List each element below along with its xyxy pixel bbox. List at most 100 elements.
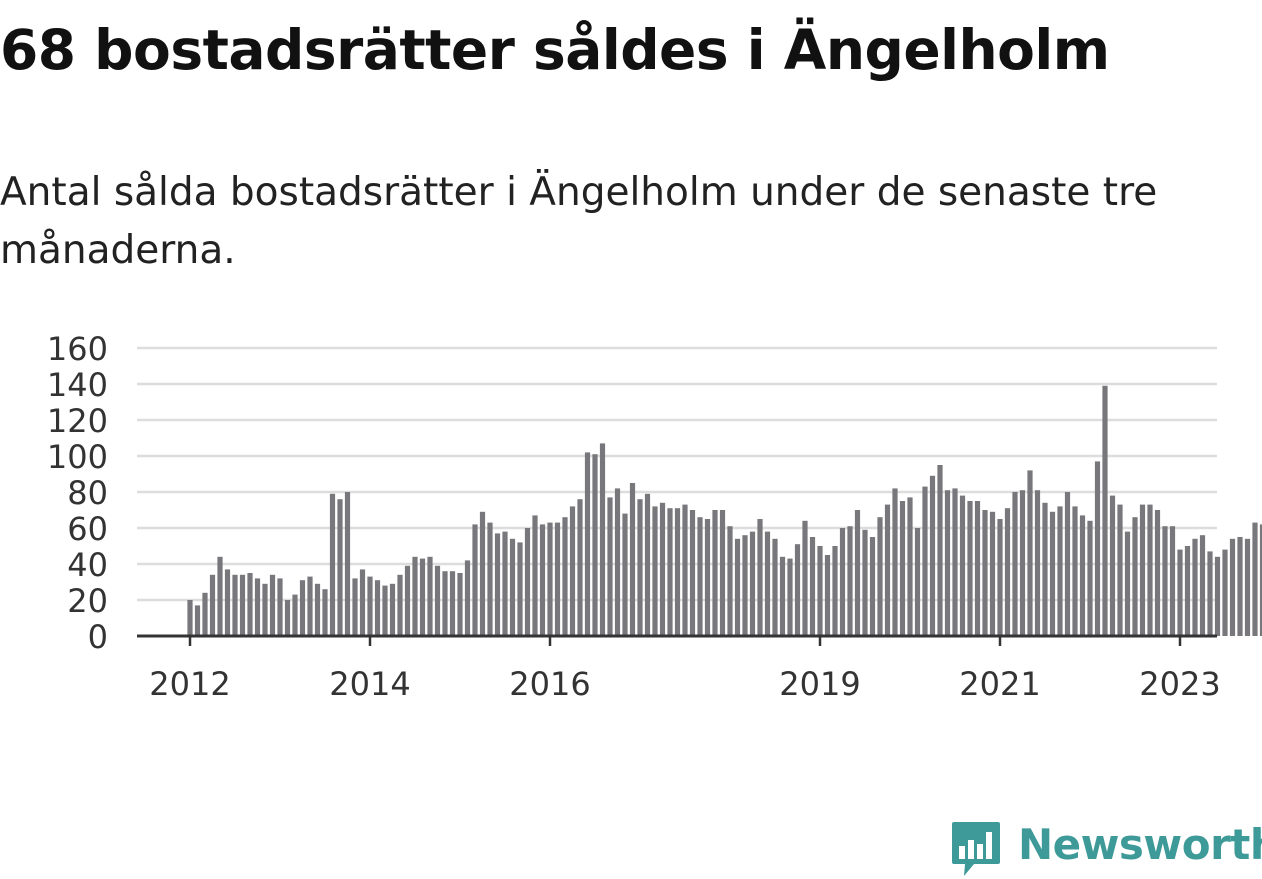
- bar: [562, 517, 568, 636]
- bar: [1094, 461, 1101, 636]
- bar: [472, 524, 478, 636]
- bar: [404, 565, 411, 636]
- brand-logo: Newsworthy: [950, 818, 1262, 878]
- bar: [449, 571, 456, 636]
- bar: [284, 600, 291, 636]
- bar: [1049, 511, 1056, 636]
- bar: [622, 513, 628, 636]
- bar: [734, 538, 741, 636]
- x-axis-ticks: [188, 636, 1182, 646]
- x-tick-label: 2016: [509, 665, 590, 703]
- bar: [389, 583, 396, 636]
- bar: [1034, 490, 1041, 636]
- x-tick-label: 2019: [779, 665, 860, 703]
- y-tick-label: 100: [47, 438, 108, 476]
- bar: [719, 510, 726, 636]
- bar: [944, 490, 951, 636]
- bar: [577, 499, 583, 636]
- y-tick-label: 40: [67, 546, 108, 584]
- y-tick-label: 60: [67, 510, 108, 548]
- bar: [262, 583, 268, 636]
- bar: [839, 528, 846, 636]
- bar: [1004, 508, 1011, 636]
- bar: [652, 506, 658, 636]
- bar: [1162, 526, 1168, 636]
- bar: [277, 578, 283, 636]
- bar: [1222, 549, 1228, 636]
- bar: [637, 499, 643, 636]
- bar: [682, 504, 688, 636]
- bar: [899, 501, 906, 636]
- bar: [502, 531, 508, 636]
- bar: [254, 578, 261, 636]
- bar: [794, 544, 801, 636]
- bar: [697, 517, 703, 636]
- bar: [239, 574, 246, 636]
- bar: [209, 574, 216, 636]
- bar: [607, 497, 613, 636]
- bar: [232, 574, 238, 636]
- bar: [1192, 538, 1198, 636]
- bar: [344, 492, 351, 636]
- bar: [1102, 385, 1108, 636]
- y-tick-label: 160: [47, 330, 108, 368]
- bar: [1244, 538, 1251, 636]
- bar: [809, 537, 816, 636]
- y-tick-label: 0: [88, 618, 108, 656]
- bar: [614, 488, 621, 636]
- bar: [667, 508, 673, 636]
- bar: [509, 538, 516, 636]
- bar: [367, 576, 373, 636]
- bar: [494, 533, 501, 636]
- bar: [337, 499, 343, 636]
- bar: [517, 542, 523, 636]
- x-axis-labels: 2012201420162019202120232025: [149, 665, 1220, 703]
- bar: [1087, 520, 1093, 636]
- bar: [1207, 551, 1213, 636]
- bar: [247, 573, 253, 636]
- bar: [779, 556, 786, 636]
- bar: [1199, 535, 1206, 636]
- bar: [1147, 504, 1153, 636]
- bar: [764, 531, 771, 636]
- bar: [989, 511, 996, 636]
- bar: [412, 556, 418, 636]
- bar: [742, 535, 748, 636]
- y-tick-label: 120: [47, 402, 108, 440]
- bar: [217, 556, 223, 636]
- bar: [689, 510, 696, 636]
- bar: [1229, 538, 1236, 636]
- bar: [1214, 556, 1221, 636]
- bar: [397, 574, 403, 636]
- bar: [914, 528, 921, 636]
- bar: [802, 520, 808, 636]
- bar: [1057, 506, 1063, 636]
- bar: [1154, 510, 1161, 636]
- bar: [1132, 517, 1138, 636]
- bar: [869, 537, 876, 636]
- bar: [1072, 506, 1078, 636]
- chart-title: 68 bostadsrätter såldes i Ängelholm: [0, 18, 1110, 82]
- bar: [592, 454, 598, 636]
- bar: [352, 578, 358, 636]
- bar: [832, 546, 838, 636]
- bar: [464, 560, 471, 636]
- bar: [884, 504, 891, 636]
- bar: [292, 594, 298, 636]
- newsworthy-logo-icon: [952, 822, 1000, 876]
- bar: [539, 524, 546, 636]
- bar: [727, 526, 733, 636]
- bar: [532, 515, 538, 636]
- bar: [202, 592, 208, 636]
- bar: [907, 497, 913, 636]
- y-tick-label: 140: [47, 366, 108, 404]
- bar: [659, 502, 666, 636]
- bar: [674, 508, 681, 636]
- brand-name: Newsworthy: [1018, 820, 1262, 869]
- bar: [1237, 537, 1243, 636]
- bar: [1259, 524, 1262, 636]
- bar: [307, 576, 313, 636]
- bar: [442, 571, 448, 636]
